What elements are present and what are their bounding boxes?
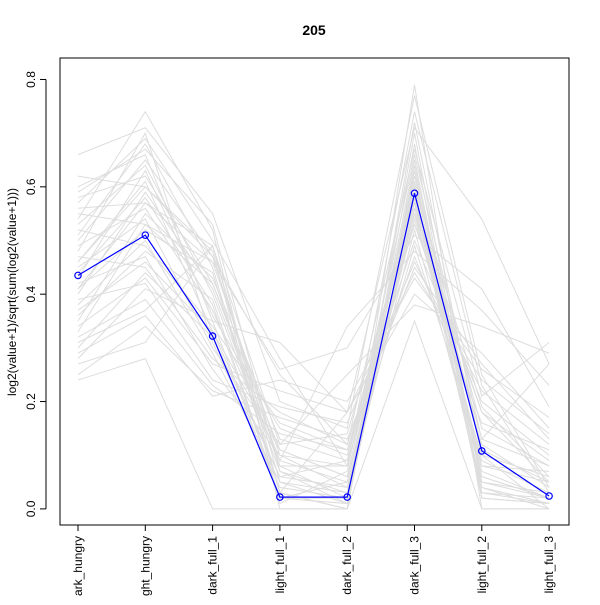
highlight-point-dark_full_1: [208, 332, 217, 340]
y-tick-label-2: 0.2: [24, 393, 38, 410]
background-series-line-34: [77, 149, 550, 446]
highlight-point-dark_hungry: [74, 271, 82, 280]
highlight-point-light_full_3: [545, 492, 553, 500]
x-tick-label-6: dark_full_3: [408, 536, 422, 595]
background-series-line-40: [77, 122, 550, 510]
background-series-line-26: [77, 213, 550, 488]
background-series-line-21: [77, 244, 550, 478]
highlight-point-dark_full_2: [343, 493, 352, 501]
background-series-line-39: [77, 244, 550, 446]
x-tick-label-2: ght_hungry: [138, 536, 152, 596]
highlight-point-light_full_2: [477, 447, 486, 455]
y-tick-label-3: 0.4: [24, 286, 38, 303]
background-series-line-33: [77, 111, 550, 494]
background-series-line-25: [77, 255, 550, 451]
highlight-series-line: [77, 193, 550, 498]
x-tick-label-7: light_full_2: [475, 536, 489, 594]
background-series-line-29: [77, 266, 550, 440]
highlight-point-dark_full_3: [410, 189, 419, 198]
y-tick-label-4: 0.6: [24, 178, 38, 195]
highlight-point-light_full_1: [276, 493, 284, 501]
background-series-line-31: [77, 84, 550, 510]
highlight-point-light_hungry: [141, 231, 150, 239]
background-series-line-38: [77, 288, 550, 429]
background-series-line-22: [77, 202, 550, 505]
background-series-line-36: [77, 202, 550, 408]
y-tick-label-1: 0.0: [24, 500, 38, 517]
y-tick-label-5: 0.8: [24, 71, 38, 88]
series-layer: [74, 84, 553, 510]
background-series-line-28: [77, 126, 550, 494]
background-series-line-5: [77, 211, 550, 467]
y-axis-label: log2(value+1)/sqrt(sum(log2(value+1))): [5, 188, 19, 396]
x-tick-label-1: ark_hungry: [71, 536, 85, 596]
x-tick-label-4: light_full_1: [273, 536, 287, 594]
background-series-line-23: [77, 181, 550, 467]
x-tick-label-5: dark_full_2: [340, 536, 354, 595]
axis-layer: 0.0 0.2 0.4 0.6 0.8 ark_hungry ght_hungry dark_…: [24, 71, 556, 596]
x-tick-label-8: light_full_3: [542, 536, 556, 594]
background-series-line-32: [77, 95, 550, 488]
x-tick-label-3: dark_full_1: [206, 536, 220, 595]
chart-title: 205: [302, 22, 326, 38]
background-series-line-24: [77, 271, 550, 435]
plot-frame: [59, 57, 570, 526]
background-series-line-37: [77, 223, 550, 462]
